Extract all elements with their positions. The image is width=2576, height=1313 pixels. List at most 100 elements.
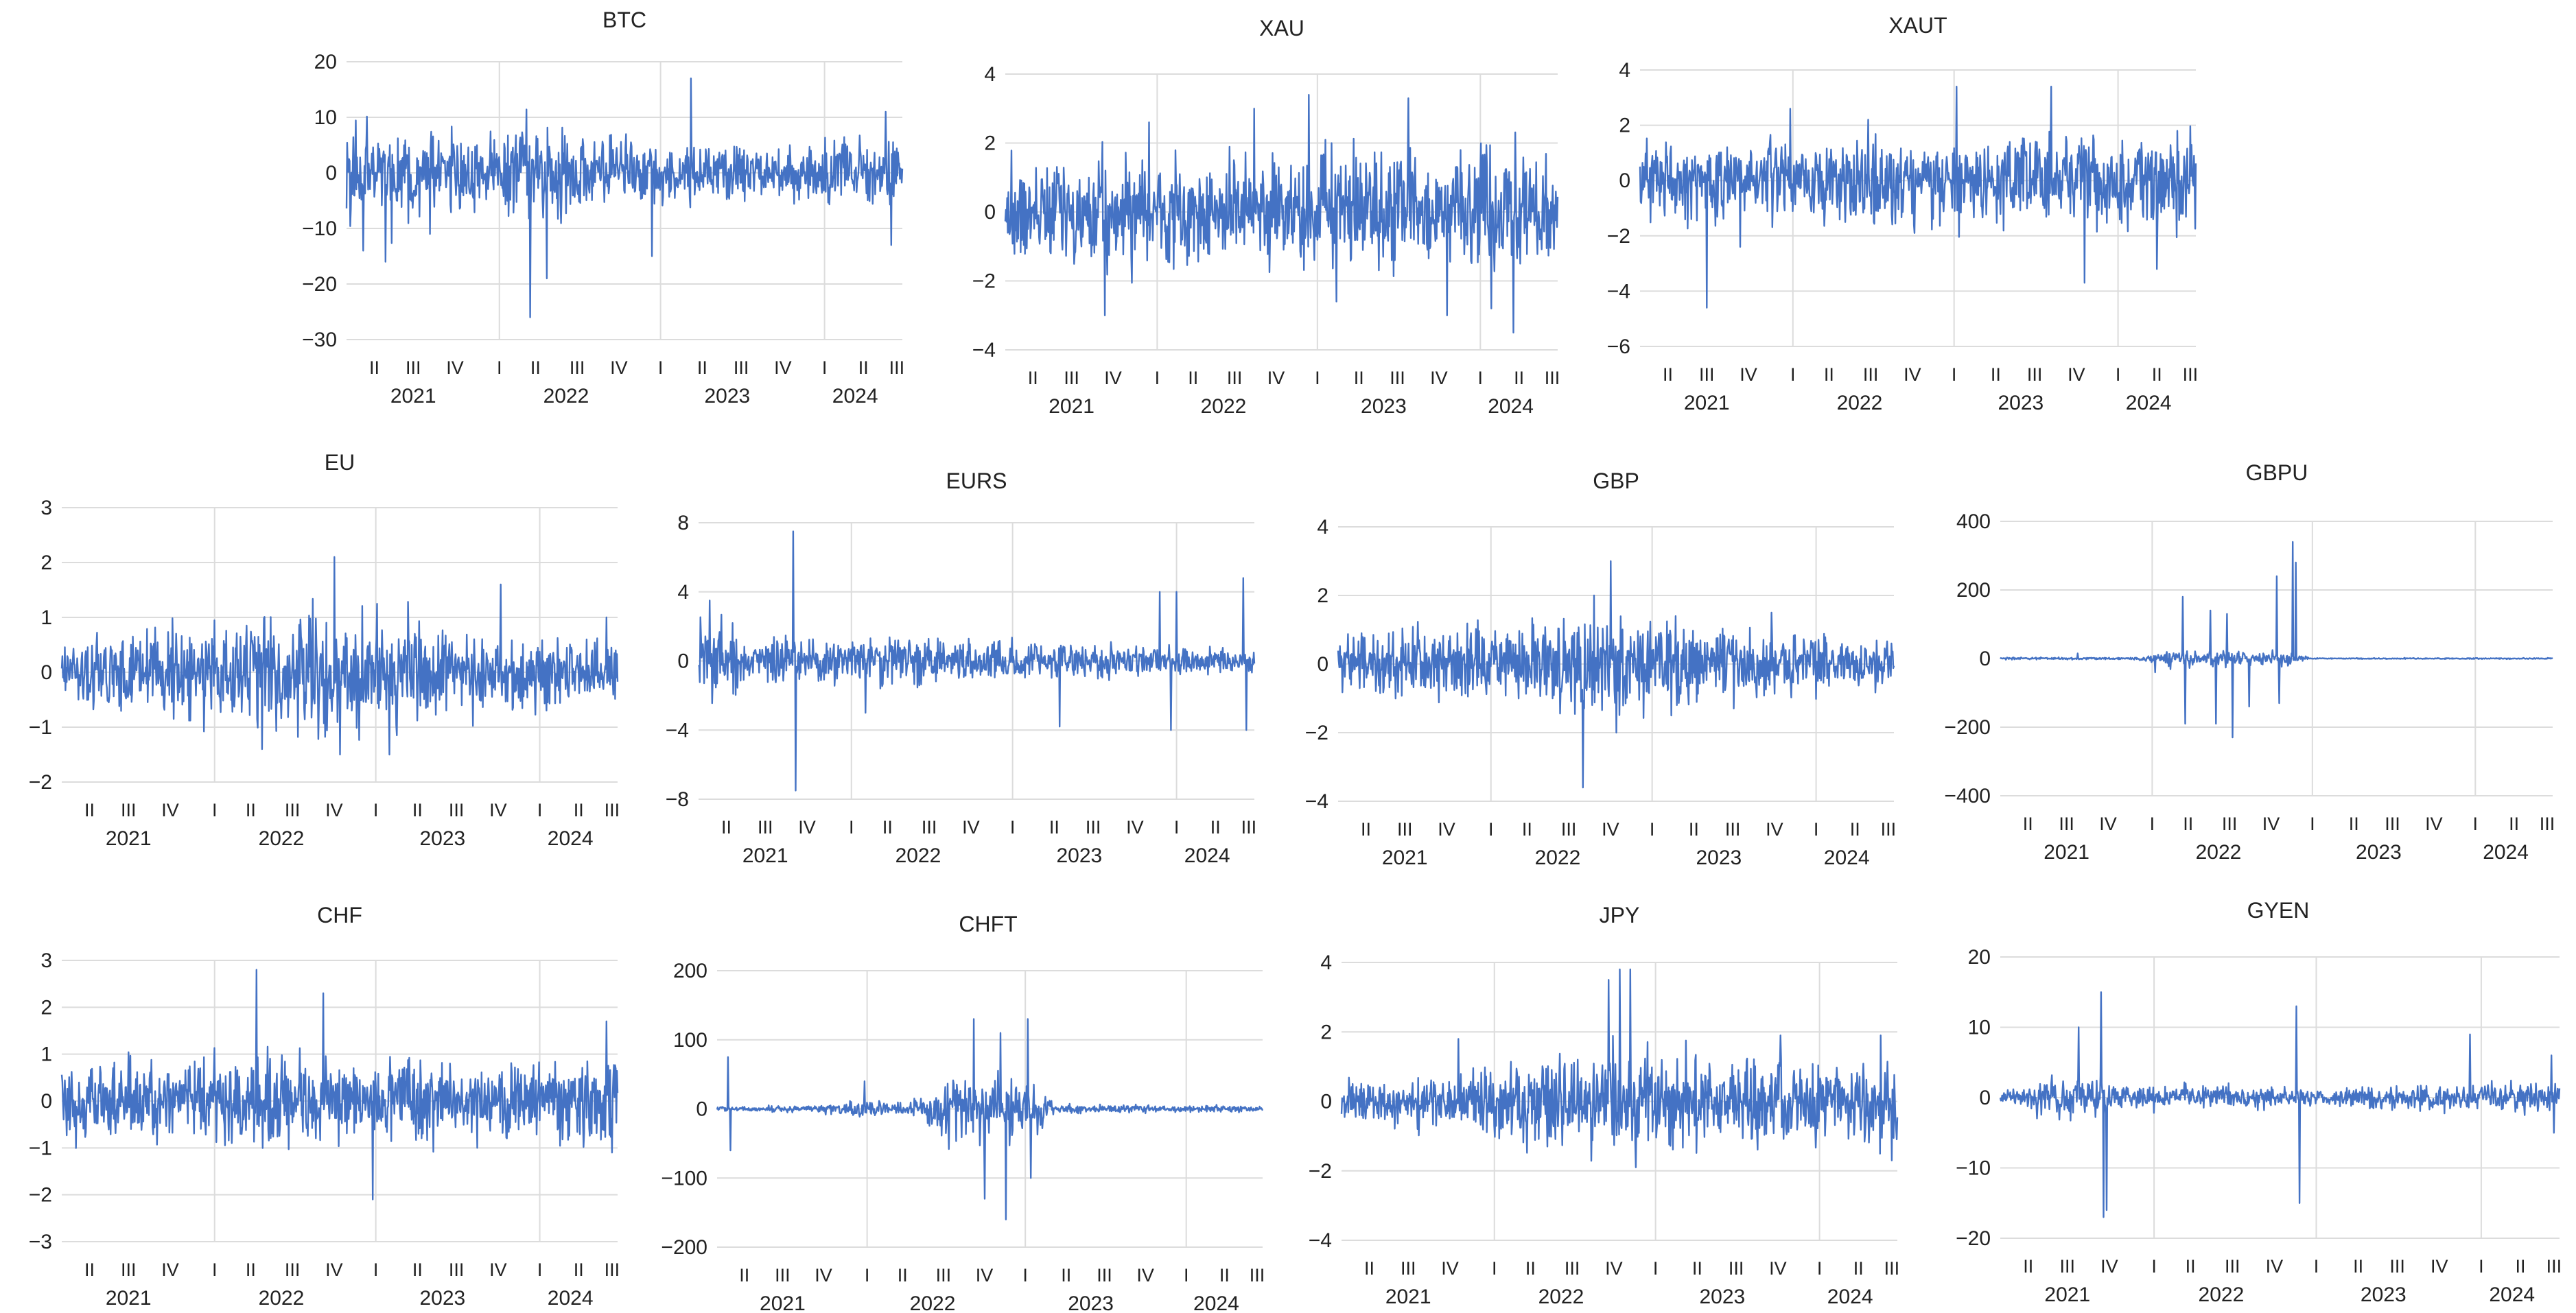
x-year-label: 2024 bbox=[548, 827, 594, 850]
x-year-label: 2024 bbox=[548, 1287, 594, 1310]
x-quarter-label: III bbox=[1227, 368, 1243, 388]
x-quarter-label: IV bbox=[1441, 1258, 1459, 1279]
x-quarter-label: II bbox=[1663, 364, 1673, 385]
x-quarter-label: III bbox=[1401, 1258, 1416, 1279]
x-year-label: 2022 bbox=[2199, 1284, 2245, 1306]
x-quarter-label: II bbox=[412, 1259, 423, 1280]
x-quarter-label: I bbox=[658, 357, 664, 378]
x-quarter-label: IV bbox=[1769, 1258, 1787, 1279]
x-quarter-label: I bbox=[2116, 364, 2121, 385]
x-quarter-label: II bbox=[1850, 819, 1860, 840]
x-quarter-label: II bbox=[1219, 1265, 1230, 1286]
y-tick-label: 1 bbox=[40, 606, 52, 629]
y-tick-label: −8 bbox=[666, 788, 689, 811]
chart-title: JPY bbox=[1600, 903, 1640, 927]
x-year-label: 2021 bbox=[1382, 847, 1428, 869]
x-quarter-label: II bbox=[2349, 814, 2359, 834]
x-quarter-label: I bbox=[1653, 1258, 1659, 1279]
chart-title: CHFT bbox=[959, 912, 1017, 936]
x-year-label: 2023 bbox=[1361, 395, 1407, 418]
y-tick-label: 2 bbox=[40, 552, 52, 574]
x-year-label: 2021 bbox=[2044, 841, 2089, 864]
x-quarter-label: III bbox=[2540, 814, 2555, 834]
x-year-label: 2021 bbox=[1049, 395, 1094, 418]
y-tick-label: −1 bbox=[29, 1137, 52, 1159]
x-quarter-label: II bbox=[1853, 1258, 1864, 1279]
x-quarter-label: III bbox=[2225, 1256, 2240, 1277]
x-quarter-label: I bbox=[1174, 817, 1180, 838]
x-quarter-label: III bbox=[2060, 1256, 2076, 1277]
y-tick-label: 0 bbox=[984, 201, 996, 224]
x-quarter-label: I bbox=[537, 800, 543, 820]
x-quarter-label: IV bbox=[2099, 814, 2117, 834]
x-year-label: 2023 bbox=[1998, 392, 2044, 414]
y-tick-label: 20 bbox=[1968, 946, 1991, 969]
x-year-label: 2023 bbox=[419, 827, 465, 850]
series-line bbox=[1004, 94, 1559, 334]
x-quarter-label: III bbox=[570, 357, 585, 378]
x-quarter-label: I bbox=[1650, 819, 1655, 840]
y-tick-label: −10 bbox=[302, 217, 337, 240]
x-quarter-label: IV bbox=[1740, 364, 1757, 385]
x-year-label: 2024 bbox=[1193, 1292, 1239, 1313]
x-quarter-label: III bbox=[2183, 364, 2199, 385]
x-quarter-label: IV bbox=[774, 357, 792, 378]
x-quarter-label: III bbox=[1097, 1265, 1112, 1286]
x-quarter-label: III bbox=[449, 1259, 465, 1280]
x-year-label: 2023 bbox=[1696, 847, 1742, 869]
y-tick-label: −4 bbox=[666, 719, 689, 742]
x-quarter-label: I bbox=[2314, 1256, 2319, 1277]
y-tick-label: −400 bbox=[1944, 785, 1991, 807]
series-line bbox=[345, 78, 904, 318]
series-line bbox=[716, 1018, 1264, 1220]
y-tick-label: −200 bbox=[661, 1236, 707, 1259]
x-quarter-label: IV bbox=[1605, 1258, 1623, 1279]
x-quarter-label: I bbox=[1814, 819, 1819, 840]
x-quarter-label: II bbox=[2183, 814, 2193, 834]
y-tick-label: −6 bbox=[1607, 335, 1630, 358]
x-quarter-label: I bbox=[1184, 1265, 1189, 1286]
x-quarter-label: III bbox=[2222, 814, 2238, 834]
x-year-label: 2021 bbox=[106, 1287, 152, 1310]
x-year-label: 2024 bbox=[2126, 392, 2172, 414]
x-year-label: 2023 bbox=[2361, 1284, 2407, 1306]
y-tick-label: −200 bbox=[1944, 716, 1991, 739]
x-quarter-label: I bbox=[1492, 1258, 1497, 1279]
x-quarter-label: III bbox=[605, 1259, 620, 1280]
y-tick-label: 0 bbox=[40, 661, 52, 684]
y-tick-label: 0 bbox=[1979, 648, 1991, 670]
x-quarter-label: II bbox=[2023, 1256, 2033, 1277]
x-year-label: 2021 bbox=[2044, 1284, 2090, 1306]
x-quarter-label: II bbox=[574, 800, 584, 820]
x-quarter-label: II bbox=[1514, 368, 1524, 388]
x-quarter-label: III bbox=[121, 1259, 137, 1280]
x-quarter-label: III bbox=[922, 817, 937, 838]
x-quarter-label: II bbox=[574, 1259, 584, 1280]
x-quarter-label: III bbox=[121, 800, 137, 820]
y-tick-label: 4 bbox=[984, 63, 996, 86]
x-year-label: 2024 bbox=[1824, 847, 1870, 869]
y-tick-label: −2 bbox=[1305, 722, 1328, 744]
x-quarter-label: I bbox=[865, 1265, 870, 1286]
x-year-label: 2024 bbox=[1827, 1286, 1873, 1308]
y-tick-label: 2 bbox=[1317, 584, 1328, 607]
series-line bbox=[698, 530, 1256, 792]
x-quarter-label: I bbox=[1315, 368, 1320, 388]
x-quarter-label: III bbox=[1064, 368, 1079, 388]
x-quarter-label: IV bbox=[161, 800, 179, 820]
series-line bbox=[2000, 541, 2553, 739]
chart-title: GYEN bbox=[2247, 898, 2310, 923]
x-quarter-label: II bbox=[1028, 368, 1038, 388]
x-quarter-label: I bbox=[373, 1259, 379, 1280]
x-quarter-label: III bbox=[285, 1259, 301, 1280]
x-quarter-label: III bbox=[1241, 817, 1257, 838]
x-quarter-label: IV bbox=[2100, 1256, 2118, 1277]
x-quarter-label: IV bbox=[2068, 364, 2085, 385]
x-quarter-label: II bbox=[882, 817, 893, 838]
y-tick-label: −2 bbox=[29, 1184, 52, 1207]
x-quarter-label: II bbox=[1692, 1258, 1702, 1279]
